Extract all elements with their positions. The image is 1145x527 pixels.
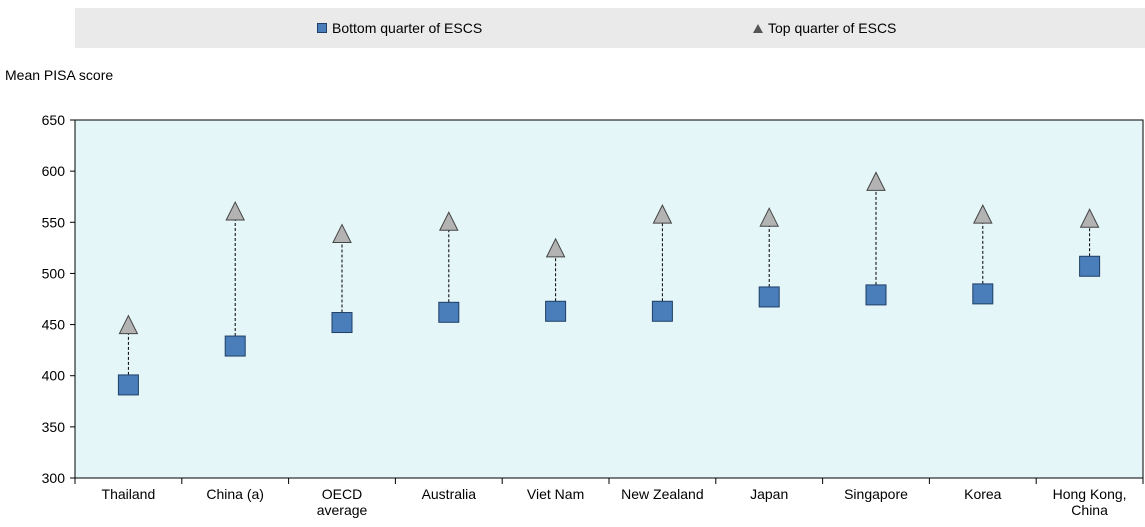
top-quarter-point [972, 204, 993, 224]
y-tick-label: 450 [42, 317, 66, 333]
y-tick-label: 400 [42, 368, 66, 384]
top-quarter-point [866, 171, 886, 191]
legend-item-top-quarter: Top quarter of ESCS [753, 8, 896, 48]
bottom-quarter-point [972, 283, 994, 305]
x-tick-label: China (a) [206, 486, 264, 502]
legend: Bottom quarter of ESCS Top quarter of ES… [75, 8, 1145, 48]
legend-item-bottom-quarter: Bottom quarter of ESCS [317, 8, 482, 48]
y-axis-title: Mean PISA score [5, 67, 114, 83]
x-tick-label: New Zealand [621, 486, 704, 502]
x-tick-label: Australia [422, 486, 477, 502]
blue-square-icon [317, 23, 327, 33]
bottom-quarter-point [651, 300, 673, 322]
x-tick-label: Viet Nam [527, 486, 584, 502]
top-quarter-point [118, 314, 139, 335]
x-tick-label: Hong Kong, China [1053, 486, 1127, 518]
triangle-icon [753, 23, 763, 33]
legend-label-bottom-quarter: Bottom quarter of ESCS [332, 20, 483, 36]
bottom-quarter-point [331, 312, 353, 334]
top-quarter-point [438, 211, 459, 231]
x-tick-label: Korea [964, 486, 1002, 502]
top-quarter-point [1079, 208, 1100, 228]
top-quarter-point [759, 207, 780, 227]
y-tick-label: 300 [42, 470, 66, 486]
x-tick-label: Thailand [102, 486, 156, 502]
top-quarter-point [332, 223, 352, 244]
top-quarter-point [545, 237, 566, 258]
top-quarter-point [652, 204, 673, 224]
legend-label-top-quarter: Top quarter of ESCS [768, 20, 897, 36]
x-tick-label: Singapore [844, 486, 908, 502]
x-tick-label: OECD average [317, 486, 368, 518]
y-tick-label: 600 [42, 163, 66, 179]
bottom-quarter-point [224, 335, 246, 357]
top-quarter-point [225, 200, 246, 221]
y-tick-label: 550 [42, 214, 66, 230]
y-tick-label: 650 [42, 112, 66, 128]
x-tick-label: Japan [750, 486, 788, 502]
bottom-quarter-point [438, 301, 460, 323]
bottom-quarter-point [117, 374, 139, 396]
bottom-quarter-point [545, 300, 567, 322]
y-tick-label: 350 [42, 419, 66, 435]
y-tick-label: 500 [42, 265, 66, 281]
bottom-quarter-point [865, 284, 887, 306]
bottom-quarter-point [758, 286, 780, 308]
bottom-quarter-point [1079, 255, 1101, 277]
plot-area [74, 119, 1144, 479]
